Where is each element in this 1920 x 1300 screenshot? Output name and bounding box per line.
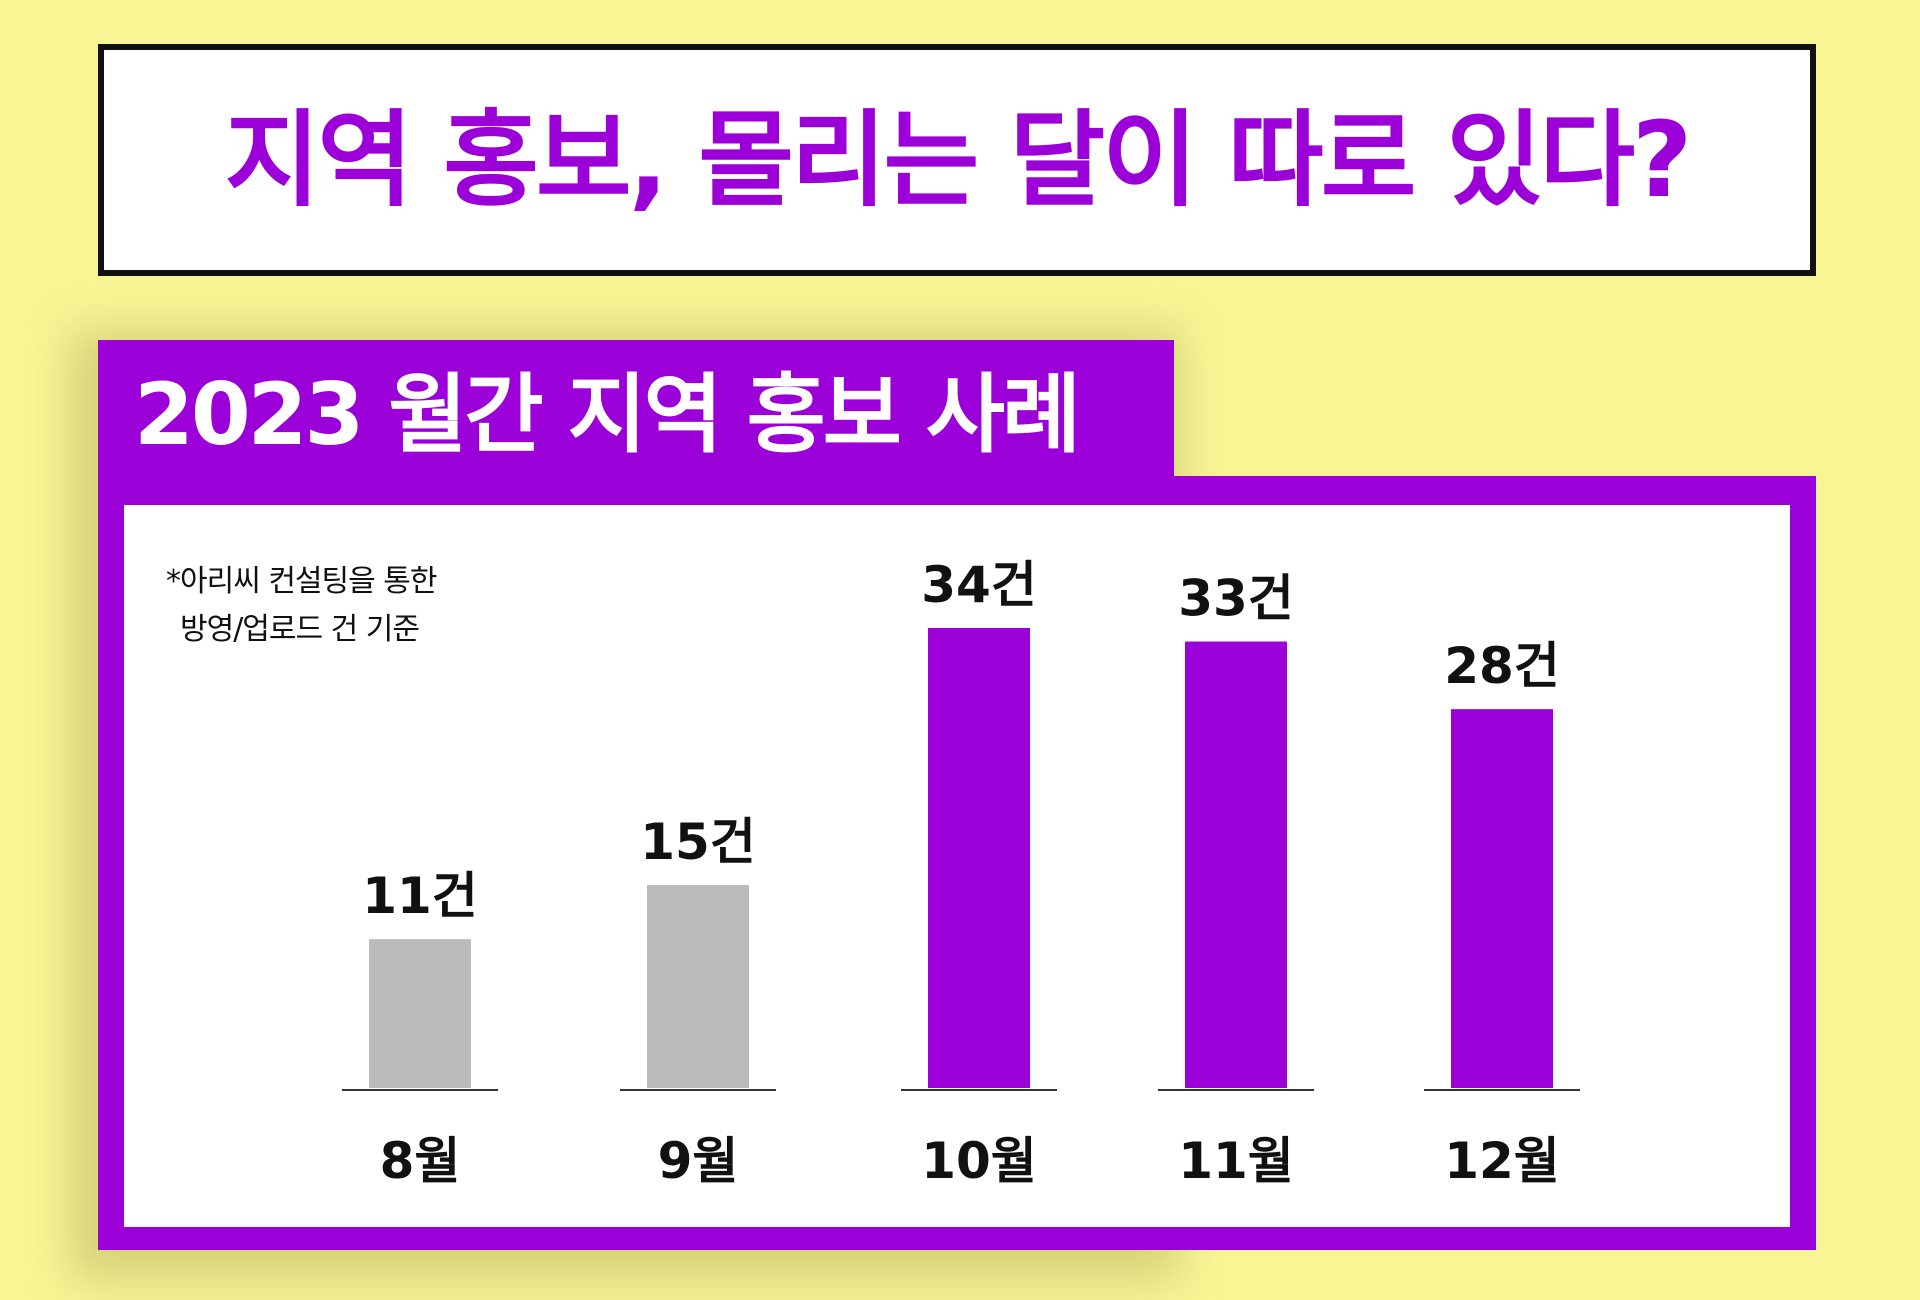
category-label-0: 8월 (380, 1132, 461, 1190)
bar-value-label-2: 34건 (921, 556, 1037, 614)
subtitle-tab: 2023 월간 지역 홍보 사례 (98, 340, 1174, 490)
bar-value-label-1: 15건 (640, 813, 756, 871)
headline: 지역 홍보, 몰리는 달이 따로 있다? (224, 99, 1693, 221)
headline-box: 지역 홍보, 몰리는 달이 따로 있다? (98, 44, 1816, 276)
category-label-3: 11월 (1178, 1132, 1294, 1190)
footnote: *아리씨 컨설팅을 통한 방영/업로드 건 기준 (166, 558, 437, 654)
category-label-1: 9월 (658, 1132, 739, 1190)
footnote-line-1: *아리씨 컨설팅을 통한 (166, 564, 437, 599)
bar-0 (369, 939, 471, 1088)
category-label-2: 10월 (921, 1132, 1037, 1190)
bar-value-label-3: 33건 (1178, 570, 1294, 628)
bar-3 (1185, 641, 1287, 1088)
category-label-4: 12월 (1444, 1132, 1560, 1190)
bar-4 (1451, 709, 1553, 1088)
bar-1 (647, 885, 749, 1088)
bar-value-label-4: 28건 (1444, 637, 1560, 695)
bar-value-label-0: 11건 (362, 867, 478, 925)
bar-2 (928, 628, 1030, 1088)
footnote-line-2: 방영/업로드 건 기준 (180, 612, 420, 647)
subtitle: 2023 월간 지역 홍보 사례 (134, 365, 1081, 465)
